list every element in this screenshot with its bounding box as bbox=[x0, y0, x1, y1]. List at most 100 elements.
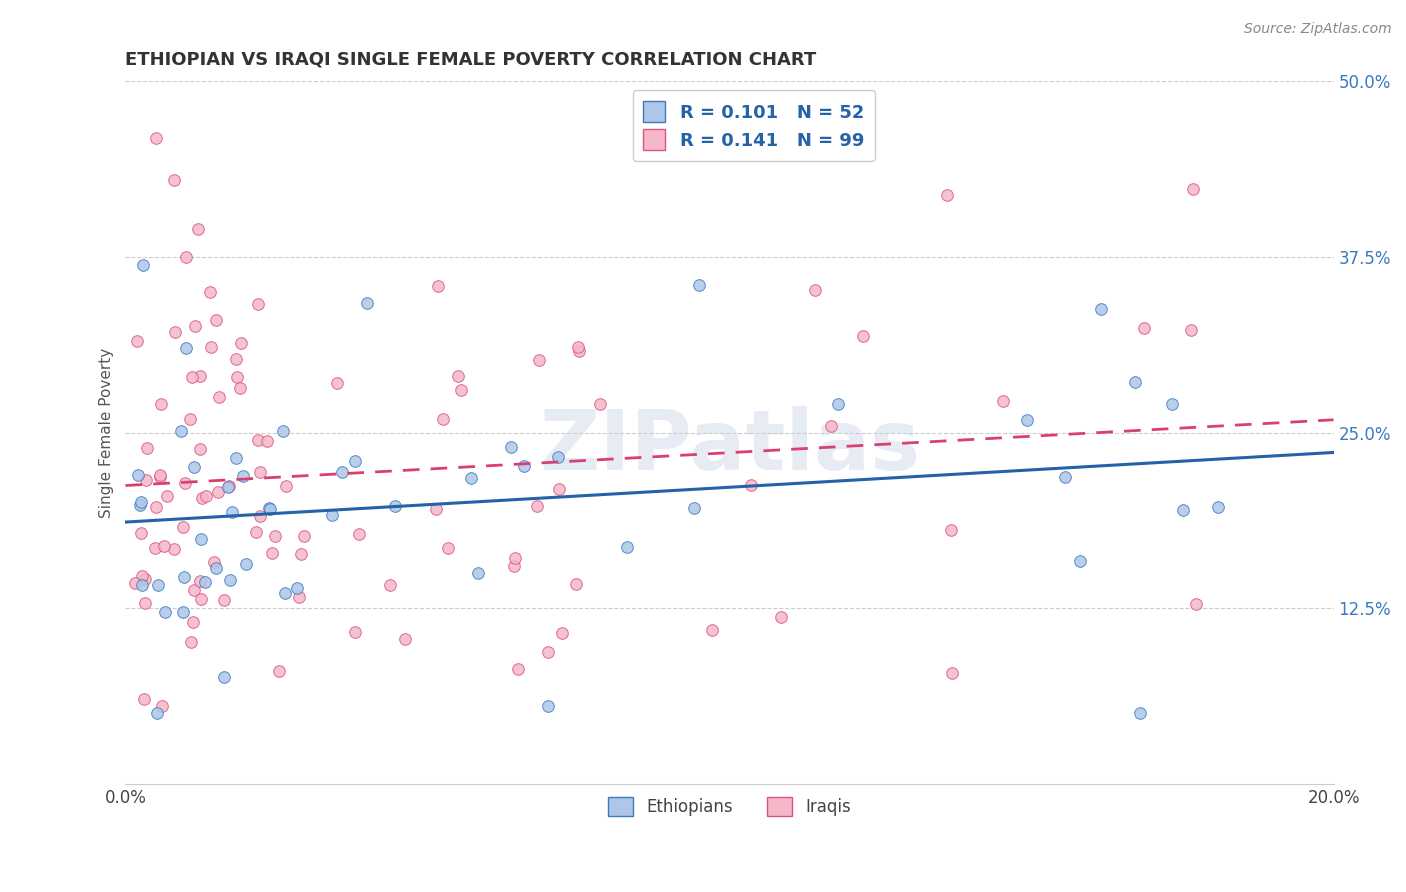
Point bbox=[326, 376, 349, 391]
Point bbox=[589, 397, 612, 411]
Point bbox=[145, 500, 167, 515]
Point bbox=[460, 471, 482, 485]
Y-axis label: Single Female Poverty: Single Female Poverty bbox=[100, 347, 114, 517]
Point bbox=[249, 508, 271, 523]
Point bbox=[527, 353, 550, 368]
Point bbox=[246, 296, 269, 310]
Point bbox=[274, 586, 297, 600]
Point bbox=[172, 605, 194, 619]
Point bbox=[132, 692, 155, 706]
Point bbox=[1185, 597, 1208, 611]
Point bbox=[184, 318, 207, 333]
Point bbox=[136, 441, 159, 455]
Legend: Ethiopians, Iraqis: Ethiopians, Iraqis bbox=[600, 789, 859, 824]
Point bbox=[503, 550, 526, 565]
Point bbox=[347, 526, 370, 541]
Point bbox=[135, 473, 157, 487]
Point bbox=[1182, 182, 1205, 196]
Point bbox=[127, 467, 149, 482]
Point bbox=[229, 381, 252, 395]
Point bbox=[682, 500, 704, 515]
Point bbox=[425, 501, 447, 516]
Point bbox=[190, 442, 212, 456]
Text: ZIPatlas: ZIPatlas bbox=[538, 406, 920, 487]
Point bbox=[259, 501, 281, 516]
Point bbox=[205, 313, 228, 327]
Point bbox=[146, 577, 169, 591]
Point bbox=[512, 458, 534, 473]
Point bbox=[1129, 706, 1152, 721]
Point bbox=[1206, 500, 1229, 514]
Point bbox=[156, 489, 179, 503]
Point bbox=[134, 572, 156, 586]
Point bbox=[232, 469, 254, 483]
Point bbox=[526, 499, 548, 513]
Point bbox=[547, 482, 569, 496]
Point bbox=[267, 664, 290, 678]
Point bbox=[134, 596, 156, 610]
Point bbox=[172, 520, 194, 534]
Point bbox=[1053, 469, 1076, 483]
Point bbox=[506, 661, 529, 675]
Point bbox=[229, 336, 252, 351]
Point bbox=[936, 188, 959, 202]
Point bbox=[700, 624, 723, 638]
Point bbox=[450, 383, 472, 397]
Point bbox=[249, 465, 271, 479]
Point bbox=[321, 508, 343, 523]
Point bbox=[1180, 323, 1202, 337]
Point bbox=[225, 370, 247, 384]
Point bbox=[129, 498, 152, 512]
Point bbox=[214, 670, 236, 684]
Point bbox=[202, 555, 225, 569]
Point bbox=[190, 591, 212, 606]
Point bbox=[163, 325, 186, 339]
Point bbox=[426, 279, 449, 293]
Point bbox=[183, 460, 205, 475]
Point bbox=[221, 505, 243, 519]
Point bbox=[149, 467, 172, 482]
Point bbox=[174, 475, 197, 490]
Point bbox=[1160, 397, 1182, 411]
Point bbox=[499, 440, 522, 454]
Point bbox=[149, 470, 172, 484]
Point bbox=[129, 495, 152, 509]
Point bbox=[153, 539, 176, 553]
Point bbox=[131, 569, 153, 583]
Point bbox=[170, 424, 193, 438]
Point bbox=[129, 526, 152, 541]
Point bbox=[208, 390, 231, 404]
Point bbox=[245, 525, 267, 540]
Point bbox=[394, 632, 416, 647]
Point bbox=[247, 433, 270, 447]
Point bbox=[820, 418, 842, 433]
Point bbox=[150, 699, 173, 714]
Point bbox=[256, 434, 278, 448]
Point bbox=[271, 424, 294, 438]
Point bbox=[163, 172, 186, 186]
Point bbox=[212, 593, 235, 607]
Point bbox=[195, 489, 218, 503]
Point bbox=[174, 341, 197, 355]
Point bbox=[207, 485, 229, 500]
Point bbox=[343, 454, 366, 468]
Text: ETHIOPIAN VS IRAQI SINGLE FEMALE POVERTY CORRELATION CHART: ETHIOPIAN VS IRAQI SINGLE FEMALE POVERTY… bbox=[125, 51, 817, 69]
Point bbox=[285, 581, 308, 595]
Point bbox=[287, 590, 309, 604]
Point bbox=[467, 566, 489, 580]
Point bbox=[190, 369, 212, 384]
Point bbox=[432, 412, 454, 426]
Point bbox=[332, 465, 354, 479]
Point bbox=[378, 578, 401, 592]
Point bbox=[565, 577, 588, 591]
Point bbox=[187, 222, 209, 236]
Point bbox=[1090, 301, 1112, 316]
Point bbox=[547, 450, 569, 465]
Point bbox=[770, 610, 793, 624]
Point bbox=[190, 532, 212, 546]
Point bbox=[260, 546, 283, 560]
Point bbox=[356, 296, 378, 310]
Point bbox=[180, 635, 202, 649]
Point bbox=[131, 577, 153, 591]
Point bbox=[827, 397, 849, 411]
